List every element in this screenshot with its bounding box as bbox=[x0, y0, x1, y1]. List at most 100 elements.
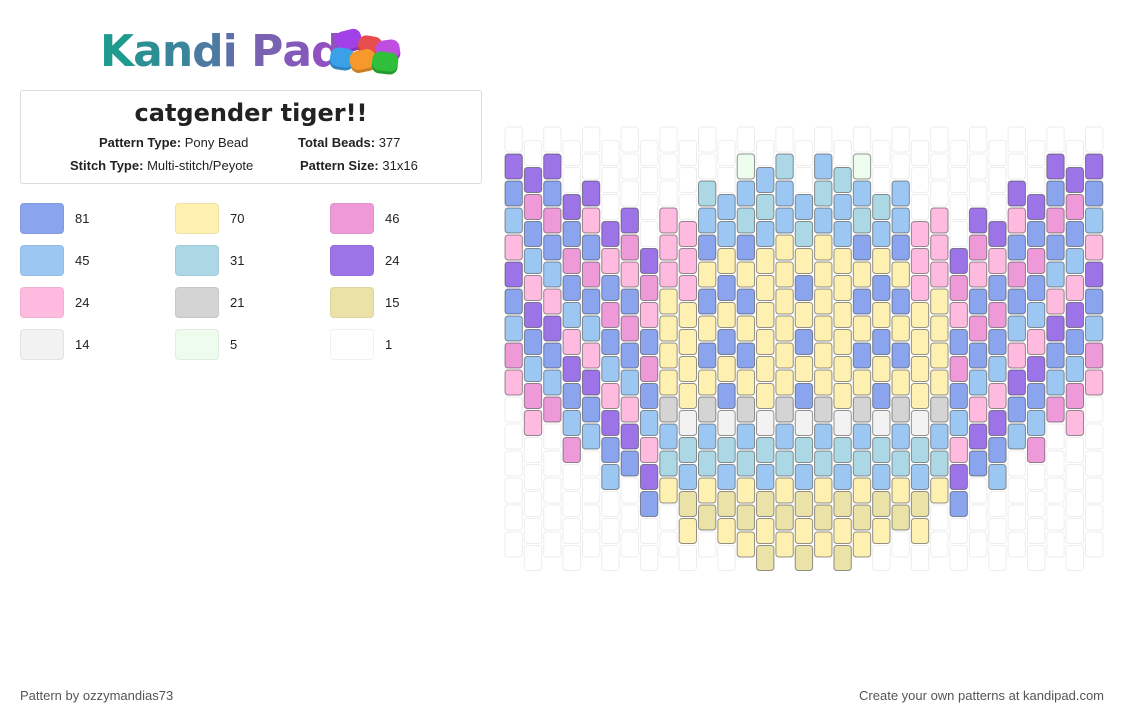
color-swatch bbox=[175, 329, 219, 360]
empty-bead-slot bbox=[814, 126, 833, 153]
bead bbox=[833, 248, 852, 274]
bead bbox=[775, 342, 794, 369]
empty-bead-slot bbox=[968, 504, 988, 531]
bead bbox=[523, 194, 543, 220]
bead bbox=[1065, 221, 1085, 247]
empty-bead-slot bbox=[620, 180, 639, 207]
empty-bead-slot bbox=[988, 491, 1007, 517]
bead bbox=[794, 248, 814, 274]
bead bbox=[1046, 180, 1065, 207]
empty-bead-slot bbox=[1046, 477, 1065, 504]
palette-entry: 31 bbox=[175, 245, 244, 276]
kandi-pad-logo[interactable]: Kandi Pad bbox=[100, 24, 410, 80]
bead bbox=[988, 464, 1007, 490]
color-swatch bbox=[20, 203, 64, 234]
color-swatch bbox=[330, 329, 374, 360]
bead bbox=[698, 423, 717, 450]
empty-bead-slot bbox=[910, 140, 930, 166]
empty-bead-slot bbox=[949, 167, 968, 193]
bead bbox=[756, 410, 775, 436]
bead bbox=[930, 288, 949, 315]
bead bbox=[678, 356, 697, 382]
bead bbox=[1026, 437, 1046, 463]
bead bbox=[1026, 194, 1046, 220]
palette-entry: 45 bbox=[20, 245, 89, 276]
bead bbox=[949, 248, 968, 274]
bead bbox=[968, 450, 988, 477]
empty-bead-slot bbox=[543, 126, 562, 153]
bead bbox=[562, 302, 581, 328]
bead bbox=[678, 437, 697, 463]
bead bbox=[833, 383, 852, 409]
empty-bead-slot bbox=[717, 167, 736, 193]
bead bbox=[698, 396, 717, 423]
empty-bead-slot bbox=[581, 450, 601, 477]
bead bbox=[562, 248, 581, 274]
bead bbox=[581, 396, 601, 423]
bead bbox=[852, 342, 872, 369]
empty-bead-slot bbox=[523, 491, 543, 517]
bead bbox=[814, 261, 833, 288]
bead bbox=[1065, 356, 1085, 382]
empty-bead-slot bbox=[581, 153, 601, 180]
bead bbox=[988, 356, 1007, 382]
bead bbox=[814, 315, 833, 342]
empty-bead-slot bbox=[523, 140, 543, 166]
empty-bead-slot bbox=[620, 531, 639, 558]
bead bbox=[814, 207, 833, 234]
pattern-author[interactable]: Pattern by ozzymandias73 bbox=[20, 688, 174, 703]
bead bbox=[620, 369, 639, 396]
bead bbox=[601, 329, 620, 355]
bead bbox=[1046, 153, 1065, 180]
empty-bead-slot bbox=[678, 194, 697, 220]
bead bbox=[775, 234, 794, 261]
empty-bead-slot bbox=[756, 140, 775, 166]
bead bbox=[1026, 248, 1046, 274]
bead bbox=[930, 396, 949, 423]
empty-bead-slot bbox=[639, 545, 659, 571]
empty-bead-slot bbox=[1007, 531, 1026, 558]
bead bbox=[736, 207, 756, 234]
bead bbox=[910, 356, 930, 382]
color-count: 46 bbox=[385, 211, 400, 226]
empty-bead-slot bbox=[543, 477, 562, 504]
bead bbox=[833, 545, 852, 571]
bead bbox=[717, 221, 736, 247]
bead bbox=[543, 342, 562, 369]
bead bbox=[1065, 383, 1085, 409]
empty-bead-slot bbox=[523, 437, 543, 463]
empty-bead-slot bbox=[833, 140, 852, 166]
bead bbox=[1046, 288, 1065, 315]
bead bbox=[601, 437, 620, 463]
empty-bead-slot bbox=[1085, 531, 1104, 558]
bead bbox=[968, 423, 988, 450]
bead bbox=[949, 410, 968, 436]
bead-pattern-grid bbox=[504, 126, 1104, 571]
color-count: 24 bbox=[75, 295, 90, 310]
bead bbox=[581, 207, 601, 234]
bead bbox=[543, 396, 562, 423]
bead bbox=[659, 207, 678, 234]
bead bbox=[1085, 234, 1104, 261]
bead bbox=[872, 275, 891, 301]
pattern-type-label: Pattern Type: bbox=[99, 135, 182, 150]
kandipad-credit-link[interactable]: Create your own patterns at kandipad.com bbox=[859, 688, 1104, 703]
bead bbox=[717, 491, 736, 517]
bead bbox=[833, 410, 852, 436]
empty-bead-slot bbox=[639, 518, 659, 544]
bead bbox=[833, 194, 852, 220]
empty-bead-slot bbox=[601, 140, 620, 166]
empty-bead-slot bbox=[601, 545, 620, 571]
bead bbox=[659, 234, 678, 261]
bead bbox=[833, 437, 852, 463]
bead bbox=[852, 180, 872, 207]
empty-bead-slot bbox=[910, 194, 930, 220]
bead bbox=[736, 261, 756, 288]
bead bbox=[698, 477, 717, 504]
bead bbox=[852, 234, 872, 261]
color-count: 21 bbox=[230, 295, 245, 310]
pattern-size-value: 31x16 bbox=[382, 158, 418, 173]
empty-bead-slot bbox=[1026, 140, 1046, 166]
bead bbox=[872, 518, 891, 544]
bead bbox=[968, 261, 988, 288]
